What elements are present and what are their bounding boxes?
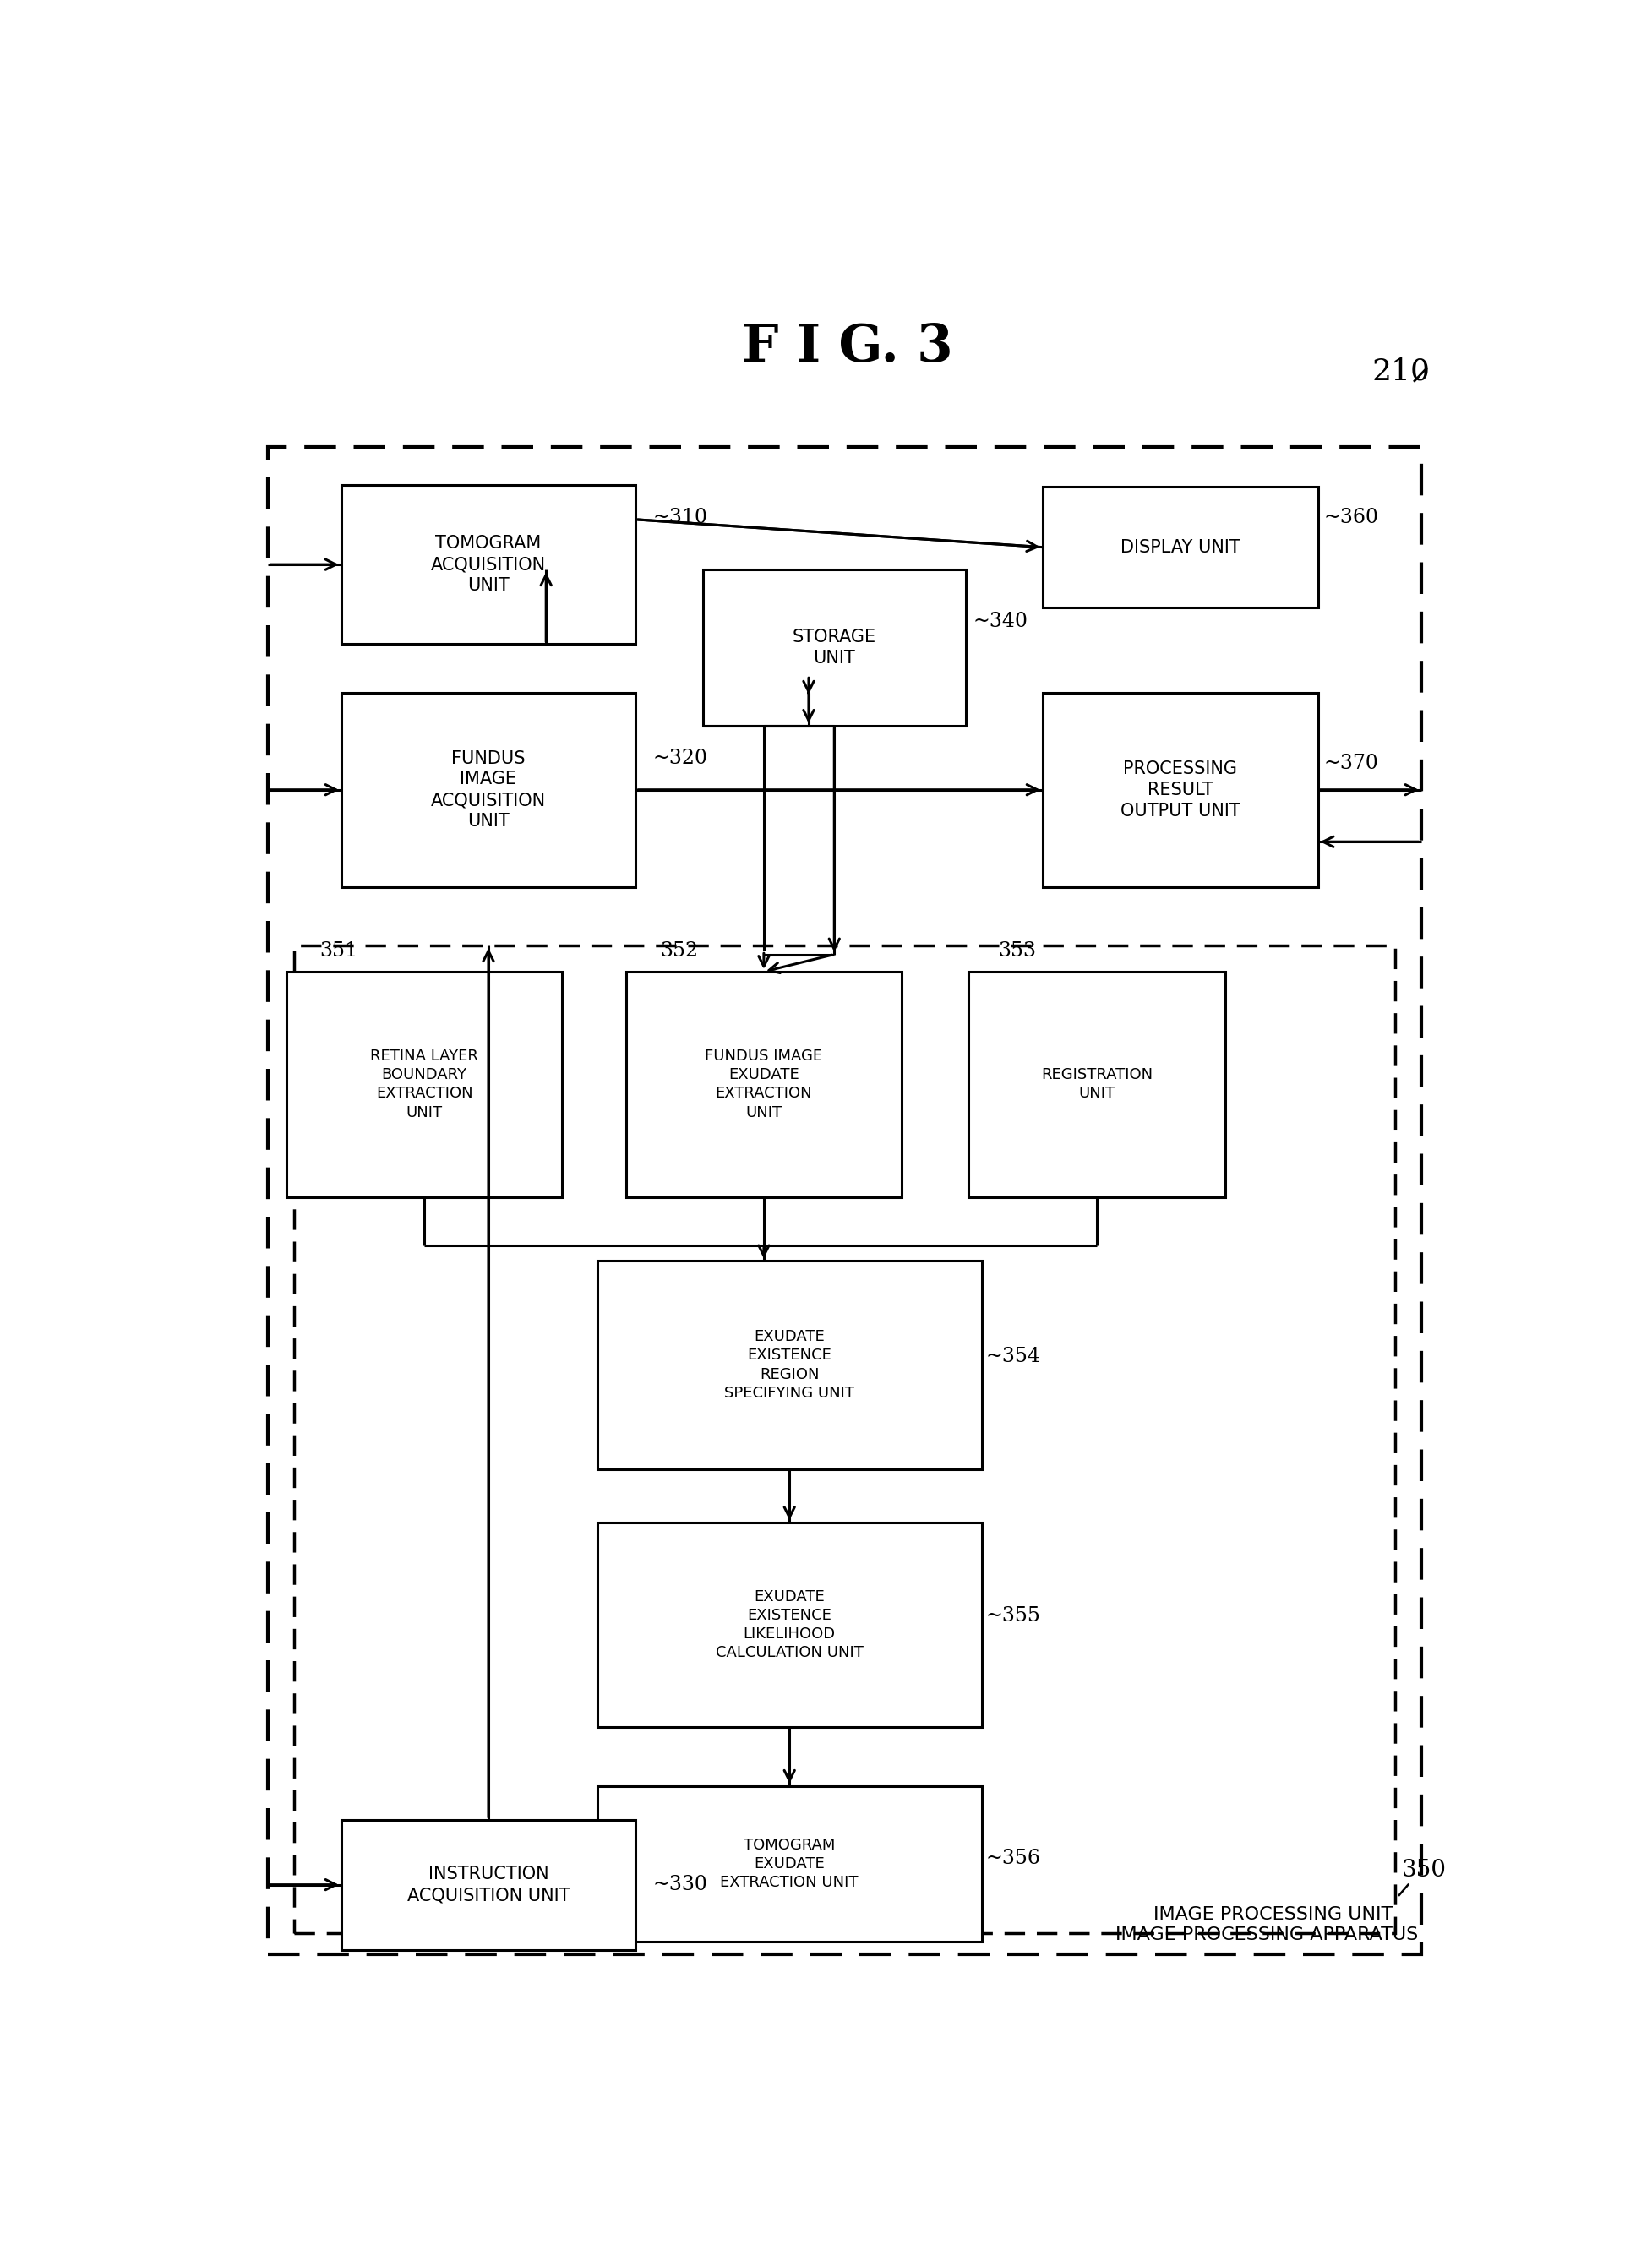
Bar bbox=[1042, 693, 1317, 886]
Text: ~360: ~360 bbox=[1323, 508, 1378, 526]
Bar bbox=[340, 484, 636, 643]
Text: ~370: ~370 bbox=[1323, 754, 1378, 774]
Bar bbox=[294, 945, 1394, 1933]
Text: ~330: ~330 bbox=[653, 1874, 707, 1894]
Text: PROCESSING
RESULT
OUTPUT UNIT: PROCESSING RESULT OUTPUT UNIT bbox=[1120, 760, 1239, 819]
Bar bbox=[596, 1786, 981, 1942]
Bar bbox=[626, 972, 900, 1197]
Text: REGISTRATION
UNIT: REGISTRATION UNIT bbox=[1041, 1066, 1151, 1100]
Bar bbox=[340, 693, 636, 886]
Text: EXUDATE
EXISTENCE
LIKELIHOOD
CALCULATION UNIT: EXUDATE EXISTENCE LIKELIHOOD CALCULATION… bbox=[715, 1588, 862, 1660]
Text: 351: 351 bbox=[319, 940, 357, 961]
Text: ~354: ~354 bbox=[985, 1346, 1039, 1366]
Text: ~340: ~340 bbox=[971, 612, 1028, 632]
Text: STORAGE
UNIT: STORAGE UNIT bbox=[791, 628, 876, 666]
Text: FUNDUS IMAGE
EXUDATE
EXTRACTION
UNIT: FUNDUS IMAGE EXUDATE EXTRACTION UNIT bbox=[705, 1048, 823, 1120]
Bar bbox=[702, 569, 965, 727]
Bar bbox=[286, 972, 562, 1197]
Text: EXUDATE
EXISTENCE
REGION
SPECIFYING UNIT: EXUDATE EXISTENCE REGION SPECIFYING UNIT bbox=[724, 1330, 854, 1402]
Bar bbox=[340, 1820, 636, 1951]
Text: TOMOGRAM
ACQUISITION
UNIT: TOMOGRAM ACQUISITION UNIT bbox=[431, 536, 545, 594]
Text: INSTRUCTION
ACQUISITION UNIT: INSTRUCTION ACQUISITION UNIT bbox=[406, 1865, 570, 1904]
Text: 353: 353 bbox=[998, 940, 1036, 961]
Text: 210: 210 bbox=[1371, 358, 1429, 385]
Text: IMAGE PROCESSING APPARATUS: IMAGE PROCESSING APPARATUS bbox=[1115, 1926, 1417, 1944]
Bar bbox=[268, 448, 1421, 1953]
Text: DISPLAY UNIT: DISPLAY UNIT bbox=[1120, 538, 1239, 556]
Text: TOMOGRAM
EXUDATE
EXTRACTION UNIT: TOMOGRAM EXUDATE EXTRACTION UNIT bbox=[720, 1838, 857, 1890]
Bar bbox=[596, 1523, 981, 1728]
Bar bbox=[968, 972, 1224, 1197]
Bar bbox=[1042, 486, 1317, 608]
Text: IMAGE PROCESSING UNIT: IMAGE PROCESSING UNIT bbox=[1153, 1906, 1393, 1924]
Text: ~356: ~356 bbox=[985, 1849, 1039, 1868]
Bar bbox=[596, 1260, 981, 1469]
Text: ~310: ~310 bbox=[653, 508, 707, 526]
Text: FUNDUS
IMAGE
ACQUISITION
UNIT: FUNDUS IMAGE ACQUISITION UNIT bbox=[431, 749, 545, 830]
Text: ~355: ~355 bbox=[985, 1606, 1039, 1627]
Text: RETINA LAYER
BOUNDARY
EXTRACTION
UNIT: RETINA LAYER BOUNDARY EXTRACTION UNIT bbox=[370, 1048, 477, 1120]
Text: 350: 350 bbox=[1401, 1858, 1446, 1881]
Text: 352: 352 bbox=[659, 940, 697, 961]
Text: ~320: ~320 bbox=[653, 749, 707, 767]
Text: F I G. 3: F I G. 3 bbox=[742, 322, 952, 374]
